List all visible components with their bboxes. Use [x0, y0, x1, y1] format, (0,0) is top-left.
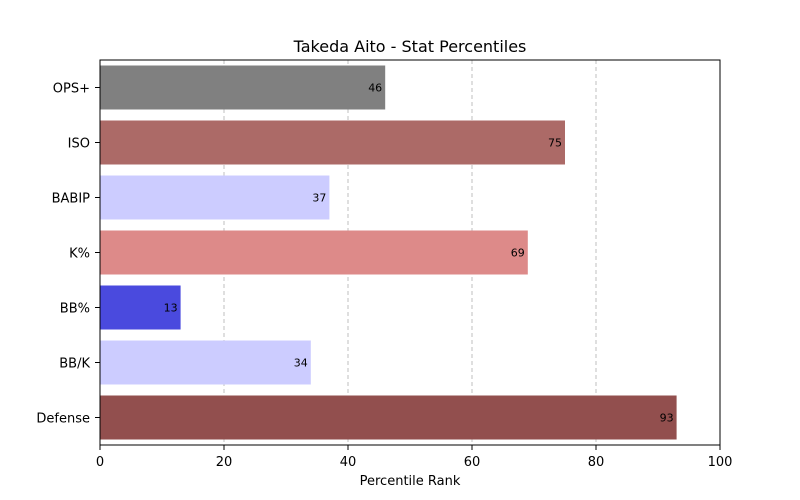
y-tick-label-defense: Defense: [36, 412, 90, 427]
x-tick-label-100: 100: [708, 455, 733, 470]
y-tick-label-iso: ISO: [68, 137, 90, 152]
x-tick-label-60: 60: [464, 455, 481, 470]
x-tick-label-40: 40: [340, 455, 357, 470]
bar-defense: [100, 395, 677, 440]
x-axis-label: Percentile Rank: [360, 474, 461, 489]
bar-ops: [100, 65, 386, 110]
x-tick-label-0: 0: [96, 455, 104, 470]
y-tick-label-ops: OPS+: [53, 82, 90, 97]
bar-bb: [100, 285, 181, 330]
y-tick-label-babip: BABIP: [52, 192, 91, 207]
y-tick-label-bb: BB%: [60, 302, 90, 317]
bar-k: [100, 230, 528, 275]
y-axis-ticks: OPS+ ISO BABIP K% BB% BB/K Defense: [36, 82, 100, 427]
data-labels: 46 75 37 69 13 34 93: [164, 82, 674, 425]
y-tick-label-bb-k: BB/K: [59, 357, 90, 372]
data-label-bb: 13: [164, 302, 178, 315]
data-label-defense: 93: [660, 412, 674, 425]
x-axis-ticks: 0 20 40 60 80 100: [96, 445, 733, 470]
data-label-k: 69: [511, 247, 525, 260]
data-label-iso: 75: [548, 137, 562, 150]
bar-iso: [100, 120, 565, 165]
bars: [100, 65, 677, 440]
bar-babip: [100, 175, 330, 220]
chart-title: Takeda Aito - Stat Percentiles: [293, 37, 527, 56]
bar-bb-k: [100, 340, 311, 385]
x-tick-label-20: 20: [216, 455, 233, 470]
data-label-babip: 37: [312, 192, 326, 205]
data-label-bb-k: 34: [294, 357, 308, 370]
data-label-ops: 46: [368, 82, 382, 95]
y-tick-label-k: K%: [69, 247, 90, 262]
x-tick-label-80: 80: [588, 455, 605, 470]
